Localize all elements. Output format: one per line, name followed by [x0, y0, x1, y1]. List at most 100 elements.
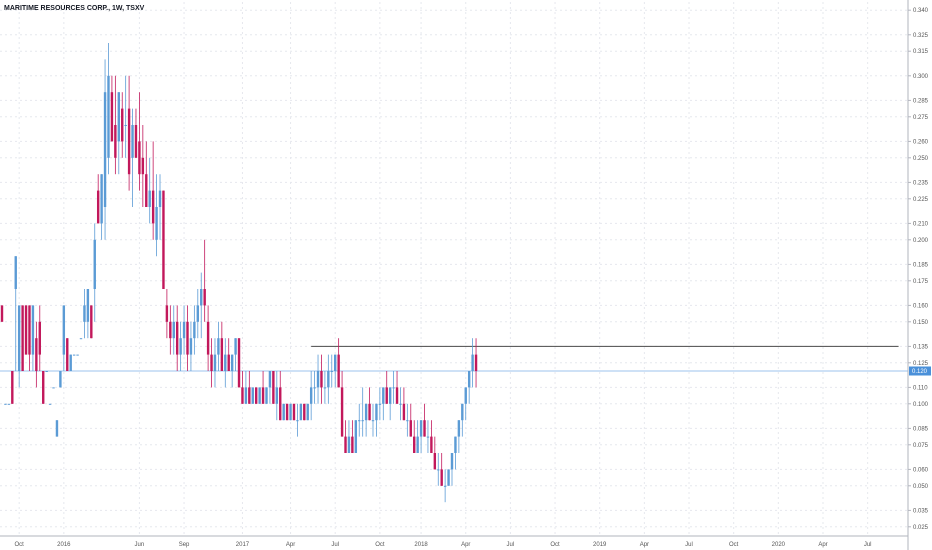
candle-body — [464, 387, 467, 404]
candle-body — [320, 371, 323, 388]
candle-body — [117, 92, 120, 142]
candle — [285, 403, 289, 421]
x-tick-label: 2016 — [57, 542, 71, 548]
candle — [337, 338, 340, 388]
candle — [162, 190, 165, 289]
candle-body — [145, 174, 148, 207]
candle — [340, 371, 344, 437]
candle — [193, 305, 196, 355]
candle-body — [327, 371, 330, 388]
candles — [0, 43, 478, 503]
candle — [395, 371, 399, 404]
candle-body — [461, 403, 464, 421]
candle — [155, 174, 158, 257]
candle-body — [100, 174, 103, 224]
candle — [38, 305, 41, 371]
candle-body — [196, 305, 200, 322]
candle-body — [358, 420, 361, 422]
candle — [265, 387, 268, 404]
x-tick-label: Apr — [818, 542, 827, 548]
candle — [454, 436, 457, 470]
candle — [93, 223, 96, 322]
candle — [430, 420, 433, 453]
candle-body — [217, 338, 220, 355]
time-axis[interactable]: Oct 2016 Jun Sep 2017 Apr Jul Oct 2018 Apr Jul Oct 2… — [0, 535, 908, 548]
candle — [14, 256, 17, 371]
y-tick-label: 0.035 — [913, 508, 929, 514]
candle — [282, 403, 285, 421]
candle-body — [388, 387, 392, 404]
candle — [141, 125, 145, 207]
candle-body — [203, 289, 206, 306]
candle — [186, 305, 189, 371]
candle-body — [303, 403, 306, 421]
candle — [28, 305, 31, 371]
candle — [96, 174, 100, 224]
x-tick-label: Apr — [286, 542, 295, 548]
candle-body — [103, 92, 107, 207]
candle-body — [48, 403, 52, 405]
candle-body — [399, 403, 402, 405]
candle-body — [210, 354, 213, 371]
candle — [210, 338, 213, 388]
candle — [189, 321, 193, 371]
candle-body — [251, 387, 254, 404]
candle — [268, 371, 272, 404]
candle — [375, 403, 378, 437]
candle-body — [402, 403, 406, 421]
x-tick-label: Jun — [135, 542, 145, 548]
candle-body — [392, 387, 395, 389]
y-tick-label: 0.110 — [913, 385, 928, 391]
candle-body — [172, 321, 175, 339]
candle-body — [279, 387, 282, 421]
y-tick-label: 0.175 — [913, 279, 929, 285]
x-tick-label: Apr — [640, 542, 649, 548]
candle — [217, 321, 220, 371]
candle-body — [230, 354, 234, 371]
candle — [66, 338, 69, 371]
candle — [416, 420, 419, 453]
candle — [443, 469, 447, 503]
candle — [21, 305, 24, 371]
candle-body — [155, 207, 158, 240]
candle — [220, 321, 224, 371]
candle — [17, 305, 21, 388]
candle-body — [93, 239, 96, 289]
candle — [145, 141, 148, 207]
candle — [464, 387, 467, 421]
candle-body — [340, 387, 344, 437]
candle-body — [141, 157, 145, 175]
candle — [182, 305, 186, 355]
candle — [158, 174, 162, 240]
candle-body — [248, 387, 251, 404]
candle — [437, 453, 440, 486]
y-tick-label: 0.150 — [913, 320, 929, 326]
y-tick-label: 0.185 — [913, 262, 929, 268]
candle-body — [457, 420, 461, 437]
candle — [179, 321, 182, 371]
y-tick-label: 0.210 — [913, 221, 929, 227]
candle-body — [450, 453, 454, 470]
candle-body — [0, 305, 4, 322]
candle — [0, 305, 4, 322]
y-tick-label: 0.235 — [913, 180, 929, 186]
x-tick-label: 2020 — [772, 542, 786, 548]
candle-body — [471, 354, 474, 371]
candle — [31, 305, 35, 371]
candle-body — [378, 403, 382, 405]
candle-body — [38, 321, 41, 355]
candle — [413, 420, 416, 453]
candle — [474, 338, 478, 388]
candle — [83, 289, 86, 339]
candle — [254, 387, 258, 404]
candle-body — [419, 420, 423, 437]
candle-body — [234, 338, 237, 355]
candle-body — [90, 305, 93, 339]
candle-body — [42, 371, 45, 404]
candle — [196, 289, 200, 339]
candle — [289, 403, 292, 421]
price-axis[interactable]: 0.340 0.325 0.315 0.300 0.285 0.275 0.260 0.250… — [907, 0, 931, 550]
candle-body — [59, 371, 62, 388]
candle-body — [134, 125, 138, 158]
